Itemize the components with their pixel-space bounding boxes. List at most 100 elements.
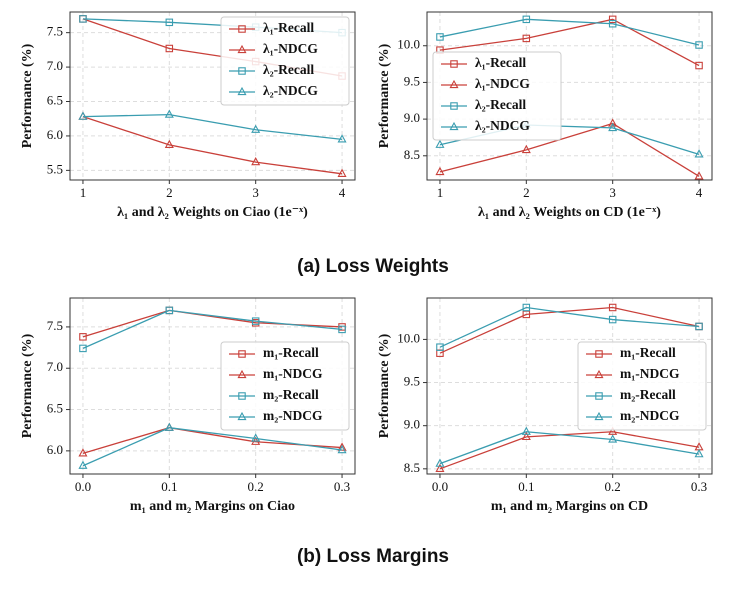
x-tick-label: 0.3 <box>334 479 350 494</box>
line <box>439 306 700 348</box>
legend-marker <box>237 44 247 54</box>
y-tick-label: 5.5 <box>47 161 63 176</box>
marker <box>522 34 531 43</box>
x-tick-label: 3 <box>609 185 616 200</box>
marker <box>79 344 87 353</box>
line <box>439 306 700 354</box>
line <box>439 18 700 46</box>
x-tick-label: 3 <box>252 185 259 200</box>
plot-frame <box>69 11 356 181</box>
legend-label: m₂-Recall <box>620 387 676 402</box>
x-tick-label: 0.1 <box>518 479 534 494</box>
legend-label: λ₂-Recall <box>263 62 314 77</box>
marker <box>694 149 704 158</box>
legend-box <box>220 16 350 106</box>
legend-box <box>432 51 562 141</box>
x-tick-label: 0.2 <box>605 479 621 494</box>
marker <box>165 18 174 27</box>
marker <box>608 15 617 24</box>
x-tick-label: 2 <box>523 185 530 200</box>
marker <box>79 15 87 23</box>
line <box>82 309 343 338</box>
legend-marker <box>237 86 247 96</box>
marker <box>608 315 617 324</box>
x-tick-label: 0.2 <box>248 479 264 494</box>
x-axis-label: m₁ and m₂ Margins on CD <box>491 499 648 514</box>
marker <box>608 434 618 443</box>
legend-label: m₁-NDCG <box>620 366 680 381</box>
legend-box <box>220 341 350 431</box>
legend-marker <box>595 392 603 400</box>
plot-frame <box>426 297 713 475</box>
marker <box>694 171 704 180</box>
caption: (a) Loss Weights <box>297 256 449 277</box>
marker <box>435 166 445 176</box>
marker <box>695 61 703 70</box>
marker <box>608 122 618 132</box>
x-axis-label: m₁ and m₂ Margins on Ciao <box>130 499 295 514</box>
marker <box>694 449 704 458</box>
y-tick-label: 6.0 <box>47 442 63 457</box>
marker <box>522 15 531 24</box>
marker <box>165 44 174 53</box>
marker <box>337 168 347 177</box>
legend-label: m₂-Recall <box>263 387 319 402</box>
legend-label: m₂-NDCG <box>263 408 323 423</box>
line <box>439 431 700 465</box>
line <box>82 427 343 454</box>
marker <box>164 422 174 431</box>
line <box>82 427 343 467</box>
legend-label: λ₂-Recall <box>475 97 526 112</box>
legend-label: m₁-Recall <box>263 345 319 360</box>
marker <box>337 444 347 454</box>
y-axis-label: Performance (%) <box>377 333 392 438</box>
marker <box>435 463 445 472</box>
legend-label: λ₁-NDCG <box>475 76 530 91</box>
y-tick-label: 6.5 <box>47 401 63 416</box>
caption: (b) Loss Margins <box>297 546 449 567</box>
line <box>439 18 700 67</box>
subplot: 0.0 0.1 0.2 0.3 8.5 9.0 9.5 10.0 m₁ and m₂ Margi… <box>377 297 713 514</box>
y-tick-label: 7.5 <box>47 318 63 333</box>
marker <box>337 442 347 451</box>
marker <box>695 41 703 49</box>
marker <box>79 333 87 341</box>
marker <box>522 303 531 312</box>
line <box>439 122 700 177</box>
marker <box>608 19 617 28</box>
x-tick-label: 1 <box>437 185 444 200</box>
legend-marker <box>238 392 246 400</box>
line <box>439 431 700 470</box>
marker <box>608 426 618 435</box>
x-tick-label: 4 <box>696 185 703 200</box>
y-axis-label: Performance (%) <box>20 333 35 438</box>
y-tick-label: 9.5 <box>404 73 420 88</box>
marker <box>337 134 347 143</box>
legend-marker <box>238 350 246 358</box>
marker <box>78 448 88 457</box>
legend-marker <box>450 102 458 110</box>
x-tick-label: 1 <box>80 185 87 200</box>
legend-marker <box>238 25 246 33</box>
marker <box>608 118 618 127</box>
marker <box>78 111 88 120</box>
y-tick-label: 9.0 <box>404 417 420 432</box>
y-axis-label: Performance (%) <box>377 43 392 148</box>
marker <box>165 306 174 315</box>
marker <box>251 317 260 325</box>
x-tick-label: 2 <box>166 185 173 200</box>
legend-marker <box>595 350 603 358</box>
y-tick-label: 8.5 <box>404 460 420 475</box>
y-tick-label: 7.0 <box>47 359 63 374</box>
legend-label: λ₂-NDCG <box>475 118 530 133</box>
marker <box>164 109 174 118</box>
marker <box>521 144 531 154</box>
y-tick-label: 8.5 <box>404 147 420 162</box>
y-tick-label: 7.0 <box>47 58 63 73</box>
x-tick-label: 0.0 <box>432 479 448 494</box>
legend-marker <box>237 411 247 421</box>
marker <box>436 343 444 351</box>
marker <box>338 325 346 334</box>
legend-label: λ₁-NDCG <box>263 41 318 56</box>
